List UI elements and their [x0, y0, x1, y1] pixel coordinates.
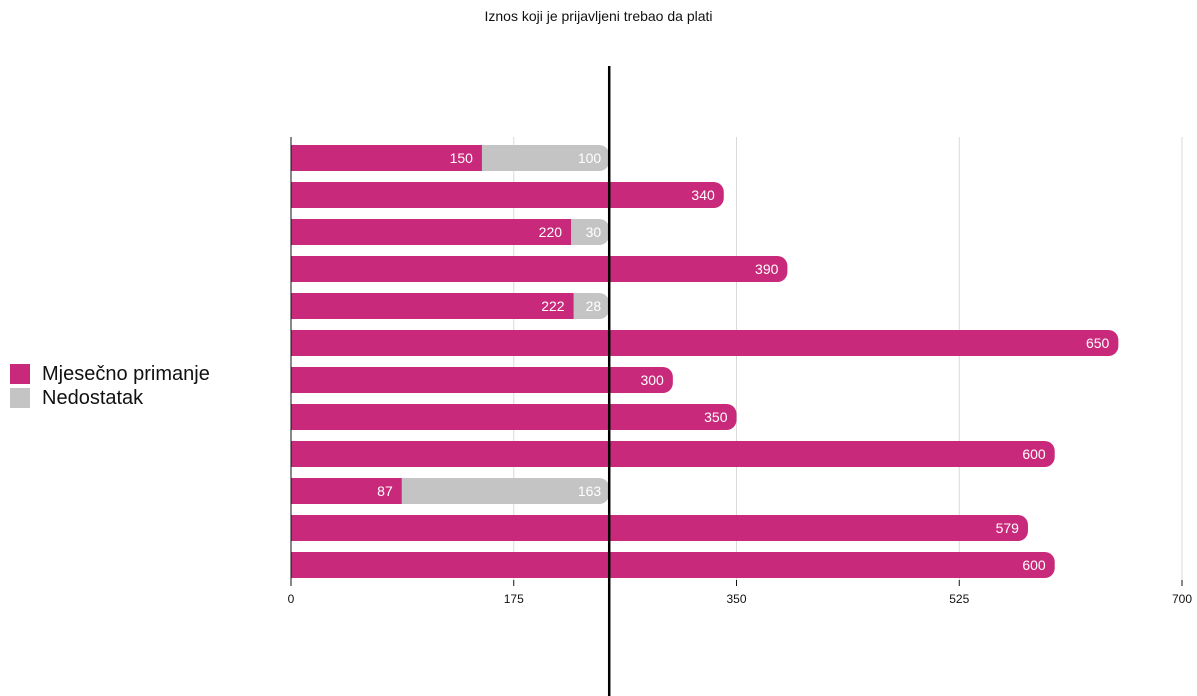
bar-mjesecno-primanje [281, 441, 1055, 467]
bar-mjesecno-primanje [291, 219, 572, 245]
bar-value-label: 163 [578, 483, 602, 499]
bar-value-label: 28 [586, 298, 602, 314]
x-tick-label: 350 [726, 592, 746, 606]
bar-value-label: 600 [1022, 557, 1046, 573]
legend-label: Nedostatak [42, 386, 144, 409]
bar-value-label: 390 [755, 261, 779, 277]
bar-mjesecno-primanje [291, 145, 482, 171]
bar-mjesecno-primanje [281, 552, 1055, 578]
bar-value-label: 30 [586, 224, 602, 240]
bar-mjesecno-primanje [281, 182, 724, 208]
bar-value-label: 600 [1022, 446, 1046, 462]
bar-value-label: 650 [1086, 335, 1110, 351]
bar-value-label: 579 [996, 520, 1020, 536]
x-tick-label: 525 [949, 592, 969, 606]
x-tick-label: 700 [1172, 592, 1192, 606]
legend-swatch [10, 364, 30, 384]
bar-value-label: 300 [640, 372, 664, 388]
bar-value-label: 100 [578, 150, 602, 166]
bar-value-label: 350 [704, 409, 728, 425]
legend-item: Nedostatak [10, 386, 210, 410]
bar-value-label: 150 [450, 150, 474, 166]
bar-value-label: 87 [377, 483, 393, 499]
legend-label: Mjesečno primanje [42, 362, 210, 385]
legend: Mjesečno primanje Nedostatak [10, 362, 210, 410]
bar-mjesecno-primanje [281, 256, 788, 282]
bar-value-label: 222 [541, 298, 565, 314]
bar-mjesecno-primanje [291, 293, 574, 319]
bar-mjesecno-primanje [281, 404, 737, 430]
bar-value-label: 340 [691, 187, 715, 203]
legend-item: Mjesečno primanje [10, 362, 210, 386]
x-tick-label: 0 [288, 592, 295, 606]
bar-mjesecno-primanje [291, 478, 402, 504]
legend-swatch [10, 388, 30, 408]
bar-mjesecno-primanje [281, 330, 1119, 356]
plot-left-mask [279, 137, 291, 580]
bar-mjesecno-primanje [281, 367, 673, 393]
chart-title: Iznos koji je prijavljeni trebao da plat… [484, 8, 713, 24]
bar-value-label: 220 [539, 224, 563, 240]
x-tick-label: 175 [504, 592, 524, 606]
bar-mjesecno-primanje [281, 515, 1028, 541]
